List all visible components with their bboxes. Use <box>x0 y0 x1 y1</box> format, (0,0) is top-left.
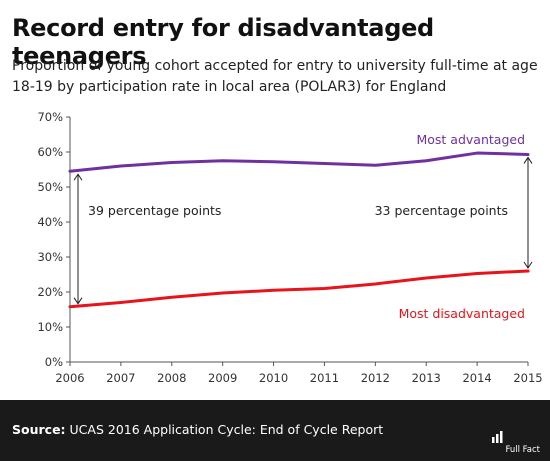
x-tick-label: 2013 <box>412 371 441 385</box>
gap-label-2006: 39 percentage points <box>88 203 221 218</box>
y-tick-label: 70% <box>37 110 63 124</box>
gap-arrow-2006-head-top <box>73 173 83 181</box>
source-citation: Source: UCAS 2016 Application Cycle: End… <box>12 422 383 437</box>
y-tick-label: 30% <box>37 250 63 264</box>
x-tick-label: 2006 <box>55 371 84 385</box>
series-label-advantaged: Most advantaged <box>416 132 525 147</box>
footer-bar: Source: UCAS 2016 Application Cycle: End… <box>0 400 550 461</box>
gap-arrow-2015-head-top <box>523 156 533 164</box>
x-tick-label: 2014 <box>462 371 491 385</box>
series-line-disadvantaged <box>68 269 530 309</box>
x-tick-label: 2015 <box>513 371 542 385</box>
series-line-advantaged <box>68 151 530 173</box>
series-label-disadvantaged: Most disadvantaged <box>399 306 525 321</box>
x-tick-label: 2008 <box>157 371 186 385</box>
x-tick-label: 2009 <box>208 371 237 385</box>
y-tick-label: 20% <box>37 285 63 299</box>
y-tick-label: 50% <box>37 180 63 194</box>
y-tick-label: 40% <box>37 215 63 229</box>
chart-title: Record entry for disadvantaged teenagers <box>12 14 434 70</box>
x-tick-label: 2007 <box>106 371 135 385</box>
source-text: UCAS 2016 Application Cycle: End of Cycl… <box>69 422 384 437</box>
line-chart: 0% 10% 20% 30% 40% 50% 60% 70% 2006 2007 2008 2009 2… <box>37 110 542 385</box>
gap-arrow-2015-head-bottom <box>523 261 533 269</box>
logo-text: Full Fact <box>505 445 540 455</box>
x-tick-label: 2012 <box>361 371 390 385</box>
logo-mark-icon <box>492 431 503 443</box>
x-tick-label: 2010 <box>259 371 288 385</box>
gap-arrow-2006-head-bottom <box>73 297 83 305</box>
y-tick-label: 0% <box>45 355 63 369</box>
x-tick-label: 2011 <box>310 371 339 385</box>
source-label: Source: <box>12 422 66 437</box>
gap-label-2015: 33 percentage points <box>375 203 508 218</box>
chart-subtitle: Proportion of young cohort accepted for … <box>12 58 538 95</box>
y-tick-label: 60% <box>37 145 63 159</box>
y-tick-label: 10% <box>37 320 63 334</box>
full-fact-logo: Full Fact <box>490 429 540 455</box>
